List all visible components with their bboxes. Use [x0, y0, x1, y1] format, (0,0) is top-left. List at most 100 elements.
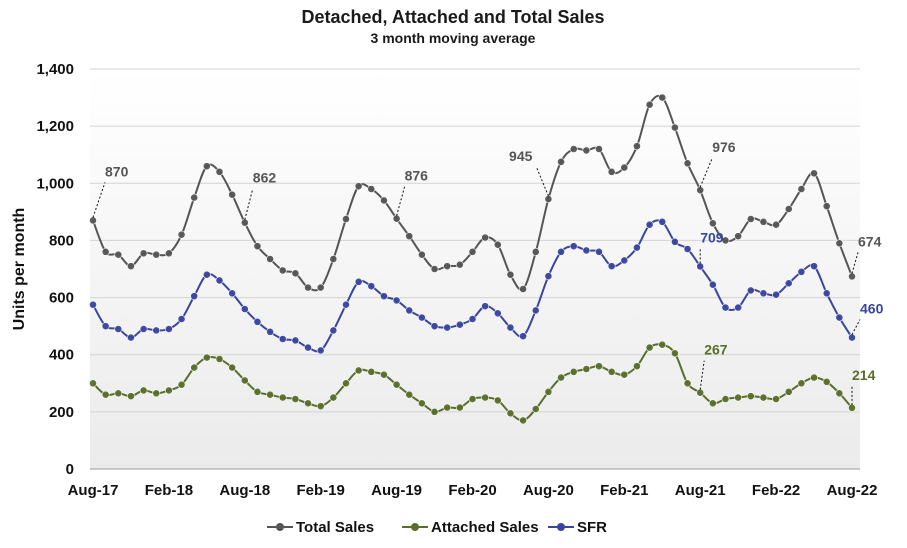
data-point [354, 277, 363, 286]
x-axis-ticks: Aug-17 Feb-18 Aug-18 Feb-19 Aug-19 Feb-20 Aug-… [68, 482, 878, 499]
data-point [658, 93, 667, 102]
data-point [228, 190, 237, 199]
legend-marker [557, 523, 565, 531]
data-point [835, 313, 844, 322]
data-point [177, 230, 186, 239]
data-point [455, 320, 464, 329]
data-point [202, 353, 211, 362]
data-point [620, 256, 629, 265]
data-point [645, 343, 654, 352]
data-point [417, 313, 426, 322]
data-label: 876 [405, 168, 429, 184]
data-point [671, 237, 679, 246]
data-point [177, 315, 186, 323]
data-point [202, 162, 211, 171]
data-point [848, 333, 856, 342]
data-point [633, 142, 641, 151]
data-point [620, 370, 629, 379]
data-point [164, 386, 173, 395]
data-point [455, 260, 464, 269]
series-group [89, 93, 856, 425]
data-point [139, 325, 148, 333]
data-point [569, 145, 578, 153]
data-point [101, 390, 110, 399]
data-point [848, 272, 856, 281]
data-point [759, 217, 768, 226]
data-point [228, 363, 237, 372]
annotation-leader [851, 319, 861, 335]
data-label: 862 [253, 170, 277, 186]
legend-item-attached-sales: Attached Sales [402, 519, 539, 536]
data-point [316, 346, 325, 355]
x-tick-label: Aug-18 [219, 482, 270, 499]
data-point [266, 327, 274, 336]
data-point [89, 379, 97, 388]
data-point [784, 387, 793, 396]
data-point [468, 315, 477, 323]
data-point [797, 267, 806, 276]
data-label: 709 [700, 229, 724, 245]
plot-area [90, 69, 860, 469]
data-point [190, 193, 199, 202]
data-point [582, 146, 591, 155]
data-point [190, 363, 199, 372]
data-point [595, 247, 603, 256]
annotation-leader [244, 188, 254, 220]
x-tick-label: Feb-20 [448, 482, 496, 499]
data-point [443, 262, 452, 271]
data-point [531, 306, 540, 315]
data-point [544, 387, 553, 396]
y-tick-label: 600 [49, 290, 74, 307]
data-point [645, 220, 654, 229]
legend-item-sfr: SFR [548, 519, 607, 536]
data-point [354, 366, 363, 375]
data-point [430, 407, 439, 416]
data-point [607, 262, 616, 271]
data-point [734, 393, 743, 402]
data-point [557, 247, 565, 256]
data-point [177, 380, 186, 389]
data-point [557, 157, 565, 166]
data-point [784, 279, 793, 288]
data-point [190, 292, 199, 301]
x-tick-label: Aug-19 [371, 482, 422, 499]
data-point [746, 392, 755, 401]
data-point [405, 306, 414, 315]
data-point [734, 303, 743, 312]
data-point [127, 392, 135, 401]
data-point [114, 389, 123, 398]
x-tick-label: Aug-22 [827, 482, 878, 499]
data-point [683, 245, 692, 253]
data-point [797, 185, 806, 193]
data-point [721, 303, 730, 312]
x-tick-label: Feb-19 [297, 482, 345, 499]
data-point [266, 255, 274, 263]
data-point [392, 380, 401, 389]
data-point [721, 236, 730, 245]
data-point [582, 365, 591, 373]
data-point [835, 389, 844, 398]
data-point [772, 395, 780, 403]
data-point [696, 186, 705, 195]
data-point [822, 289, 831, 298]
data-point [342, 300, 350, 309]
data-label: 976 [712, 139, 736, 155]
data-point [595, 362, 603, 371]
data-point [696, 388, 705, 397]
data-point [89, 300, 97, 309]
data-point [658, 217, 667, 226]
data-point [645, 100, 654, 109]
data-point [468, 247, 477, 256]
data-point [101, 247, 110, 256]
data-point [228, 289, 237, 298]
data-point [708, 280, 717, 289]
data-point [316, 402, 325, 411]
data-point [164, 325, 173, 333]
data-point [671, 349, 679, 358]
data-point [253, 317, 262, 326]
data-point [164, 249, 173, 258]
data-point [607, 367, 616, 376]
data-point [569, 242, 578, 251]
data-label: 945 [509, 148, 533, 164]
x-tick-label: Feb-22 [752, 482, 800, 499]
